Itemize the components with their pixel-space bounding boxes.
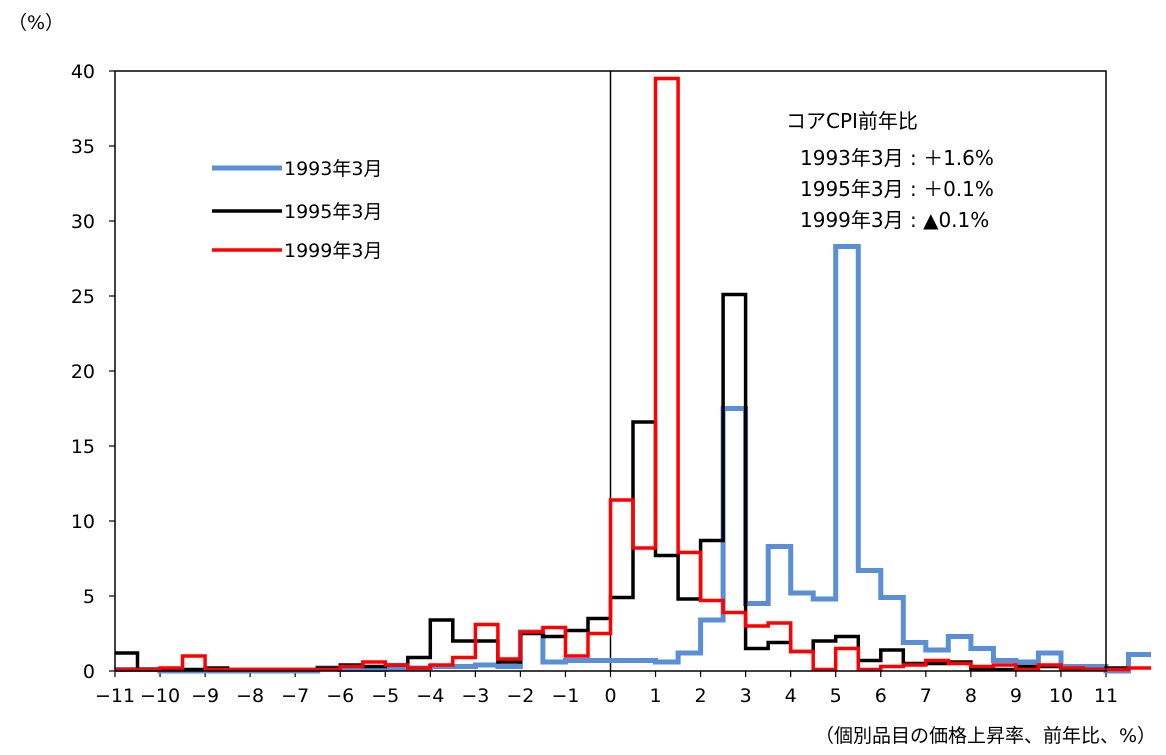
x-tick-label: 2	[695, 685, 707, 707]
x-tick-label: 11	[1094, 685, 1118, 707]
x-tick-label: 0	[604, 685, 616, 707]
legend: 1993年3月 1995年3月 1999年3月	[212, 158, 382, 262]
annotation-line-1993: 1993年3月 : ＋1.6%	[800, 146, 994, 170]
y-tick-label: 20	[71, 361, 95, 383]
x-tick-label: 5	[830, 685, 842, 707]
core-cpi-annotation: コアCPI前年比 1993年3月 : ＋1.6% 1995年3月 : ＋0.1%…	[786, 109, 994, 232]
x-tick-label: −7	[281, 685, 309, 707]
legend-label-2: 1999年3月	[284, 240, 382, 262]
x-tick-label: −3	[461, 685, 489, 707]
x-tick-label: −6	[326, 685, 354, 707]
x-tick-label: 10	[1049, 685, 1073, 707]
x-tick-label: 9	[1010, 685, 1022, 707]
y-tick-label: 10	[71, 511, 95, 533]
x-tick-label: −1	[551, 685, 579, 707]
annotation-line-1999: 1999年3月 : ▲0.1%	[800, 208, 989, 232]
legend-label-0: 1993年3月	[284, 158, 382, 180]
x-tick-label: 7	[920, 685, 932, 707]
y-tick-label: 30	[71, 211, 95, 233]
x-tick-label: 6	[875, 685, 887, 707]
x-tick-label: −10	[140, 685, 180, 707]
x-tick-label: −9	[191, 685, 219, 707]
y-tick-label: 25	[71, 286, 95, 308]
x-tick-label: −2	[506, 685, 534, 707]
series-line-2	[115, 76, 1151, 672]
y-tick-label: 40	[71, 61, 95, 83]
x-tick-label: −4	[416, 685, 444, 707]
annotation-line-1995: 1995年3月 : ＋0.1%	[800, 177, 994, 201]
legend-label-1: 1995年3月	[284, 201, 382, 223]
y-tick-label: 0	[83, 661, 95, 683]
x-axis: −11 −10 −9 −8 −7 −6 −5 −4 −3 −2 −1 0 1 2 3 4 5 6 7 8 9 10 11	[95, 671, 1118, 707]
plot-frame	[114, 70, 1107, 672]
x-tick-label: 8	[965, 685, 977, 707]
x-tick-label: −11	[95, 685, 135, 707]
x-tick-label: −8	[236, 685, 264, 707]
x-tick-label: 4	[785, 685, 797, 707]
y-tick-label: 35	[71, 136, 95, 158]
y-axis: 0 5 10 15 20 25 30 35 40	[71, 61, 115, 683]
y-tick-label: 15	[71, 436, 95, 458]
x-axis-title: （個別品目の価格上昇率、前年比、%）	[815, 725, 1156, 747]
series-layer	[115, 76, 1151, 674]
y-tick-label: 5	[83, 586, 95, 608]
x-tick-label: 3	[740, 685, 752, 707]
annotation-title: コアCPI前年比	[786, 109, 918, 133]
series-line-1	[115, 292, 1129, 672]
y-axis-unit-label: （%）	[8, 12, 64, 34]
x-tick-label: −5	[371, 685, 399, 707]
x-tick-label: 1	[649, 685, 661, 707]
